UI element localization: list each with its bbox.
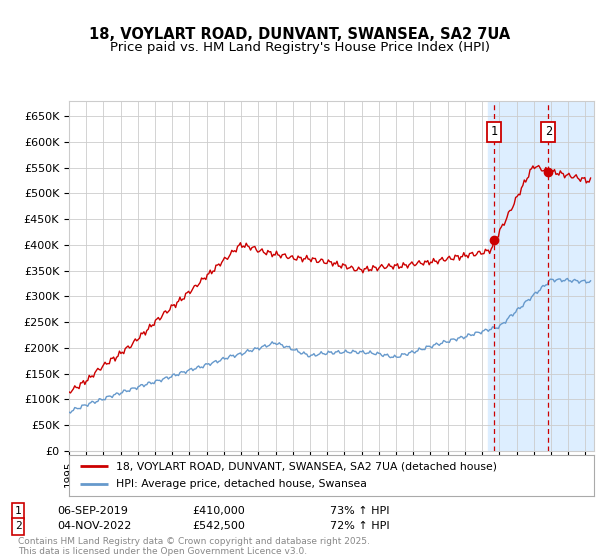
Text: Price paid vs. HM Land Registry's House Price Index (HPI): Price paid vs. HM Land Registry's House … <box>110 40 490 54</box>
Text: 73% ↑ HPI: 73% ↑ HPI <box>330 506 389 516</box>
Text: 18, VOYLART ROAD, DUNVANT, SWANSEA, SA2 7UA (detached house): 18, VOYLART ROAD, DUNVANT, SWANSEA, SA2 … <box>116 461 497 471</box>
Text: Contains HM Land Registry data © Crown copyright and database right 2025.
This d: Contains HM Land Registry data © Crown c… <box>18 536 370 556</box>
Text: 1: 1 <box>14 506 22 516</box>
Text: 1: 1 <box>490 125 497 138</box>
Text: £410,000: £410,000 <box>192 506 245 516</box>
Text: 2: 2 <box>14 521 22 531</box>
Text: £542,500: £542,500 <box>192 521 245 531</box>
Text: HPI: Average price, detached house, Swansea: HPI: Average price, detached house, Swan… <box>116 479 367 489</box>
Text: 72% ↑ HPI: 72% ↑ HPI <box>330 521 389 531</box>
Text: 18, VOYLART ROAD, DUNVANT, SWANSEA, SA2 7UA: 18, VOYLART ROAD, DUNVANT, SWANSEA, SA2 … <box>89 27 511 42</box>
Text: 06-SEP-2019: 06-SEP-2019 <box>57 506 128 516</box>
Bar <box>488 101 594 451</box>
Text: 04-NOV-2022: 04-NOV-2022 <box>57 521 131 531</box>
Text: 2: 2 <box>545 125 552 138</box>
